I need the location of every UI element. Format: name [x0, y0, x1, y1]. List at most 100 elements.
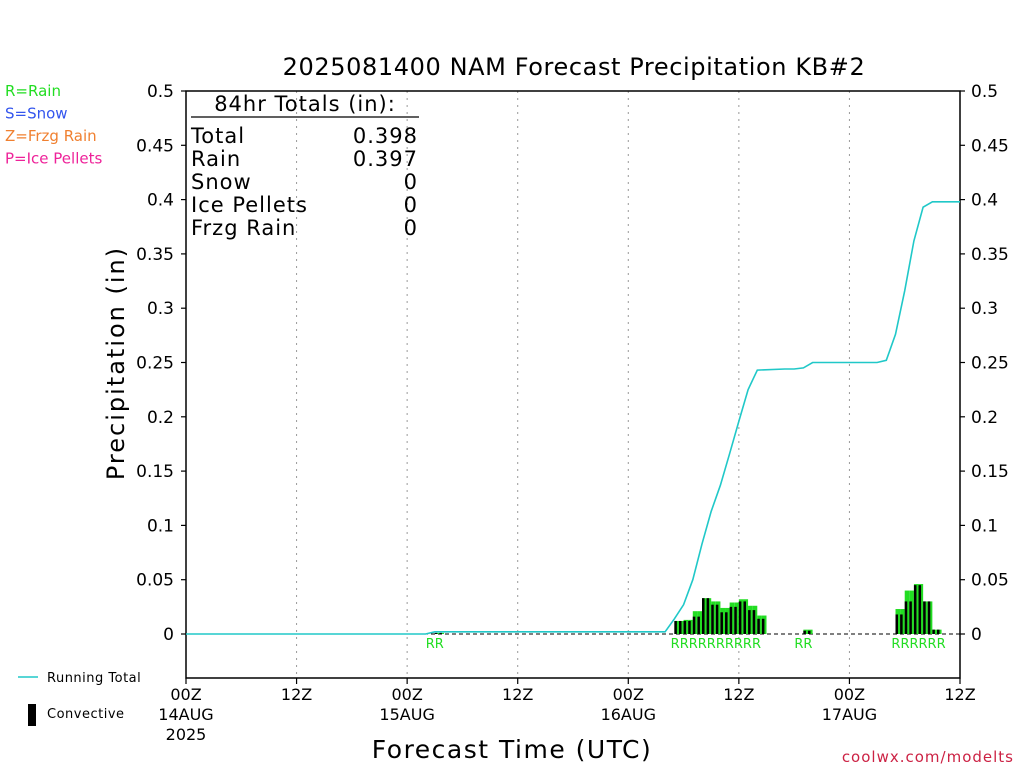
- legend-label: Running Total: [47, 671, 141, 686]
- y-tick-label-right: 0.5: [971, 82, 998, 102]
- precip-type-legend-item: R=Rain: [5, 82, 61, 100]
- totals-row-value: 0: [404, 193, 418, 217]
- y-tick-label: 0.4: [147, 191, 174, 211]
- convective-bar: [720, 612, 723, 634]
- plot-grid: [186, 91, 960, 678]
- y-tick-label: 0.05: [136, 571, 174, 591]
- convective-bar: [692, 616, 696, 634]
- chart-title: 2025081400 NAM Forecast Precipitation KB…: [283, 53, 866, 81]
- totals-row-value: 0.397: [353, 147, 418, 171]
- totals-heading: 84hr Totals (in):: [214, 92, 396, 116]
- totals-row-value: 0: [404, 216, 418, 240]
- convective-bar: [803, 630, 806, 634]
- x-tick-label: 12Z: [723, 685, 754, 704]
- y-tick-label: 0.15: [136, 462, 174, 482]
- y-tick-label-right: 0.15: [971, 462, 1009, 482]
- convective-bar: [678, 620, 682, 634]
- convective-bar: [895, 614, 899, 634]
- convective-bar: [729, 606, 733, 634]
- y-tick-label: 0.45: [136, 136, 174, 156]
- convective-bar: [748, 610, 751, 634]
- totals-row-label: Ice Pellets: [191, 193, 308, 217]
- convective-bar: [904, 601, 908, 634]
- x-tick-label: 00Z: [834, 685, 865, 704]
- convective-bar: [927, 601, 931, 634]
- precipitation-bars: [434, 584, 942, 634]
- totals-row-value: 0: [404, 170, 418, 194]
- convective-bar: [738, 601, 742, 634]
- legend-bar-swatch: [28, 704, 36, 726]
- convective-bar: [674, 620, 677, 634]
- x-tick-label: 2025: [166, 725, 207, 744]
- convective-bar: [761, 618, 765, 634]
- series-legend: Running Total Convective: [18, 671, 141, 726]
- x-tick-label: 14AUG: [158, 705, 213, 724]
- y-tick-label-right: 0: [971, 625, 982, 645]
- totals-row-label: Total: [190, 124, 245, 148]
- y-axis-label: Precipitation (in): [102, 246, 130, 480]
- y-tick-label-right: 0.4: [971, 191, 998, 211]
- convective-bar: [743, 601, 746, 634]
- y-tick-label: 0.25: [136, 354, 174, 374]
- y-tick-label-right: 0.1: [971, 516, 998, 536]
- x-tick-label: 00Z: [613, 685, 644, 704]
- y-tick-label-right: 0.2: [971, 408, 998, 428]
- y-axis-ticks: 0.5 0.5 0.45 0.45 0.4 0.4 0.35 0.35 0.3 0.3 0.25 0.…: [136, 82, 1009, 645]
- x-tick-label: 12Z: [944, 685, 975, 704]
- running-total-polyline: [186, 201, 960, 635]
- convective-bar: [725, 612, 728, 634]
- watermark-text: coolwx.com/modelts: [842, 748, 1014, 766]
- precip-type-marker: RRRRRR: [891, 637, 945, 652]
- precip-type-marker: RR: [426, 637, 444, 652]
- convective-bar: [807, 630, 811, 634]
- y-tick-label-right: 0.05: [971, 571, 1009, 591]
- precip-type-legend-item: Z=Frzg Rain: [5, 127, 97, 145]
- convective-bar: [711, 604, 714, 634]
- convective-bar: [688, 620, 691, 634]
- totals-row-value: 0.398: [353, 124, 418, 148]
- precip-type-marker: RRRRRRRRRR: [671, 637, 761, 652]
- y-tick-label-right: 0.25: [971, 354, 1009, 374]
- precip-type-marker: RR: [794, 637, 812, 652]
- convective-bar: [697, 616, 700, 634]
- x-tick-label: 16AUG: [601, 705, 656, 724]
- convective-bar: [706, 598, 710, 634]
- convective-bar: [918, 585, 922, 634]
- plot-frame: [185, 90, 961, 679]
- convective-bar: [439, 632, 442, 634]
- convective-bar: [702, 598, 705, 634]
- legend-label: Convective: [47, 707, 125, 722]
- convective-bar: [434, 632, 438, 634]
- precip-type-legend-item: P=Ice Pellets: [5, 150, 102, 168]
- convective-bar: [900, 614, 903, 634]
- x-tick-label: 12Z: [502, 685, 533, 704]
- y-tick-label: 0.5: [147, 82, 174, 102]
- x-tick-label: 15AUG: [379, 705, 434, 724]
- convective-bar: [715, 604, 719, 634]
- y-tick-label: 0.2: [147, 408, 174, 428]
- totals-row-label: Frzg Rain: [191, 216, 296, 240]
- convective-bar: [913, 585, 917, 634]
- x-tick-label: 17AUG: [822, 705, 877, 724]
- precip-type-legend-item: S=Snow: [5, 105, 68, 123]
- y-tick-label: 0.3: [147, 299, 174, 319]
- x-tick-label: 12Z: [281, 685, 312, 704]
- totals-box: 84hr Totals (in): Total 0.398 Rain 0.397 Snow…: [190, 92, 419, 240]
- convective-bar: [923, 601, 926, 634]
- totals-row-label: Rain: [191, 147, 241, 171]
- x-tick-label: 00Z: [391, 685, 422, 704]
- convective-bar: [683, 620, 687, 634]
- x-axis-label: Forecast Time (UTC): [372, 735, 652, 764]
- precip-type-markers: RR RRRRRRRRRR RR RRRRRR: [426, 637, 946, 652]
- y-tick-label: 0: [163, 625, 174, 645]
- x-tick-label: 00Z: [170, 685, 201, 704]
- totals-row-label: Snow: [191, 170, 252, 194]
- y-tick-label-right: 0.35: [971, 245, 1009, 265]
- convective-bar: [757, 618, 760, 634]
- convective-bar: [936, 629, 940, 634]
- convective-bar: [932, 629, 935, 634]
- convective-bar: [734, 606, 737, 634]
- y-tick-label-right: 0.3: [971, 299, 998, 319]
